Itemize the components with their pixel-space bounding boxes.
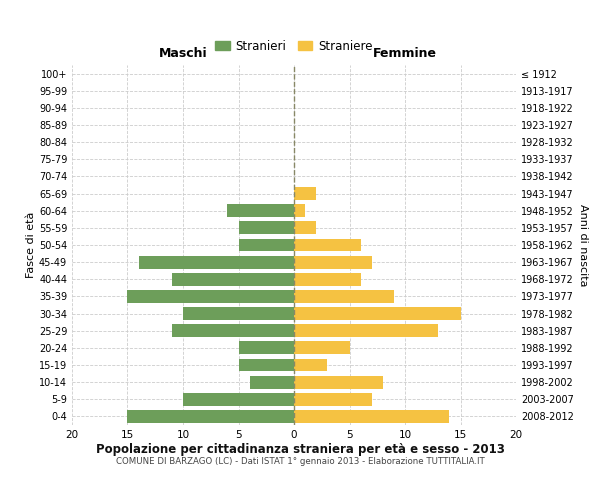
Bar — [294, 290, 394, 303]
Bar — [227, 204, 294, 217]
Text: Popolazione per cittadinanza straniera per età e sesso - 2013: Popolazione per cittadinanza straniera p… — [95, 442, 505, 456]
Bar — [294, 376, 383, 388]
Bar — [294, 273, 361, 285]
Bar — [294, 410, 449, 423]
Bar — [294, 342, 349, 354]
Bar — [183, 307, 294, 320]
Bar — [294, 187, 316, 200]
Bar — [294, 324, 438, 337]
Bar — [250, 376, 294, 388]
Bar — [294, 307, 461, 320]
Text: Maschi: Maschi — [158, 47, 208, 60]
Bar — [172, 324, 294, 337]
Y-axis label: Anni di nascita: Anni di nascita — [578, 204, 587, 286]
Bar — [294, 393, 372, 406]
Bar — [183, 393, 294, 406]
Bar — [239, 222, 294, 234]
Legend: Stranieri, Straniere: Stranieri, Straniere — [211, 35, 377, 58]
Bar — [294, 256, 372, 268]
Bar — [239, 342, 294, 354]
Bar — [294, 204, 305, 217]
Bar — [294, 222, 316, 234]
Bar — [139, 256, 294, 268]
Bar — [127, 290, 294, 303]
Bar — [172, 273, 294, 285]
Y-axis label: Fasce di età: Fasce di età — [26, 212, 36, 278]
Bar — [127, 410, 294, 423]
Text: Femmine: Femmine — [373, 47, 437, 60]
Bar — [239, 238, 294, 252]
Bar — [294, 358, 328, 372]
Bar — [239, 358, 294, 372]
Text: COMUNE DI BARZAGO (LC) - Dati ISTAT 1° gennaio 2013 - Elaborazione TUTTITALIA.IT: COMUNE DI BARZAGO (LC) - Dati ISTAT 1° g… — [116, 458, 484, 466]
Bar — [294, 238, 361, 252]
